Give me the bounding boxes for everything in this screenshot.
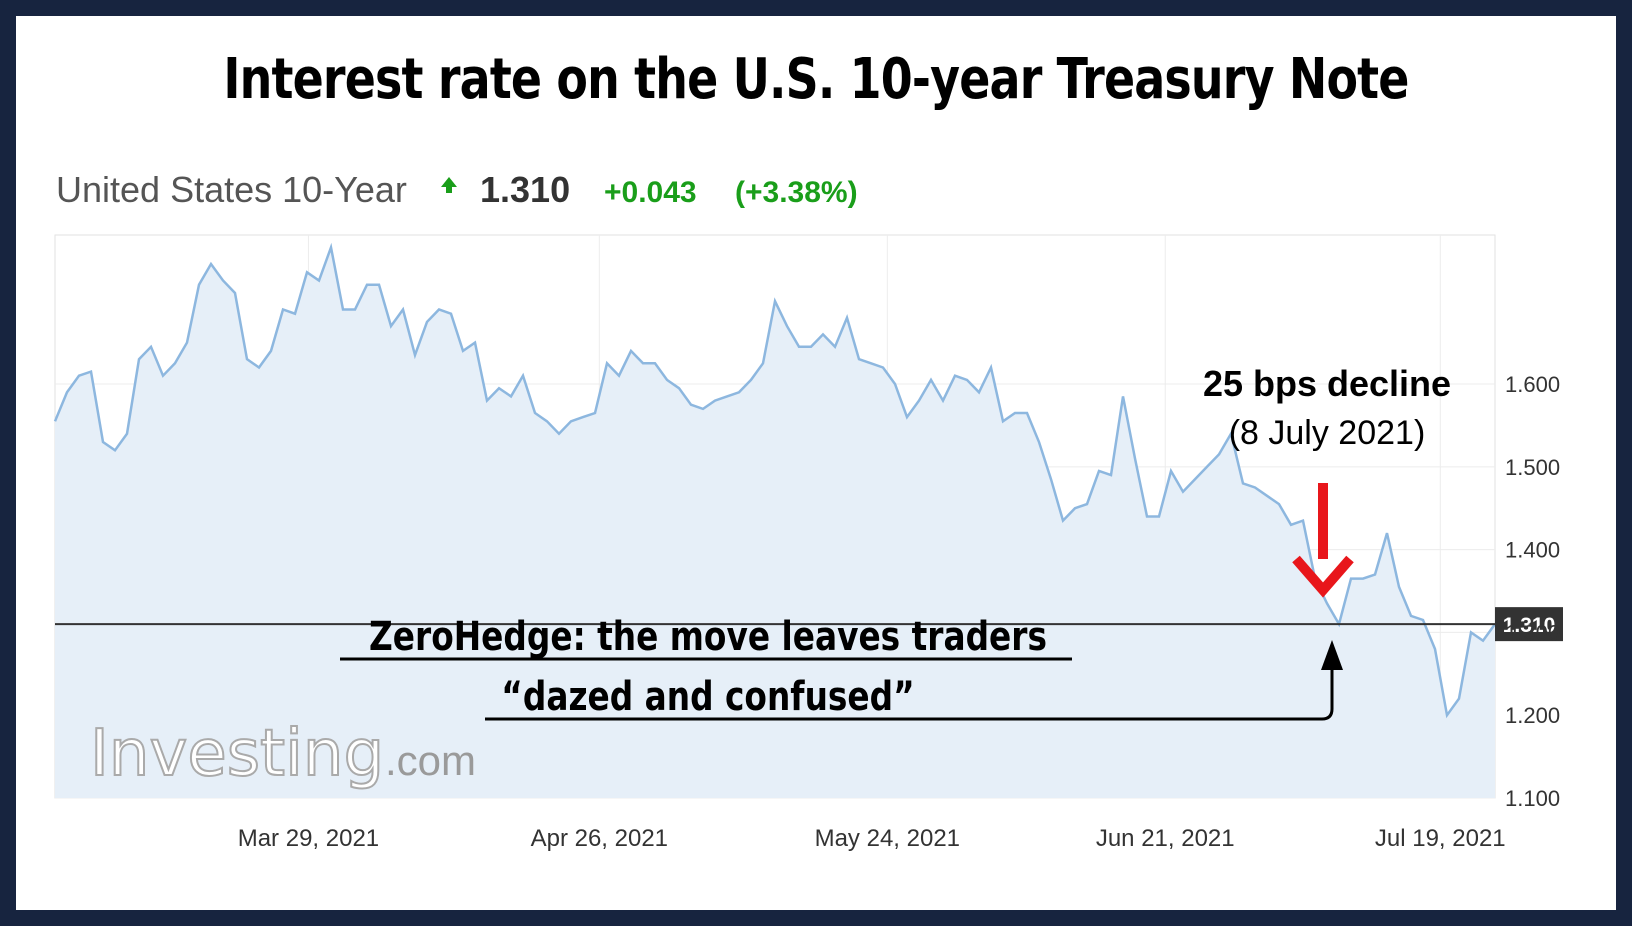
y-tick-label: 1.100 bbox=[1505, 786, 1560, 811]
watermark-brand: Investing bbox=[90, 717, 384, 791]
y-tick-label: 1.300 bbox=[1505, 620, 1560, 645]
y-tick-label: 1.400 bbox=[1505, 538, 1560, 563]
current-value-badge-label: 1.310 bbox=[1503, 614, 1556, 637]
y-tick-label: 1.200 bbox=[1505, 703, 1560, 728]
zerohedge-line1: ZeroHedge: the move leaves traders bbox=[369, 613, 1047, 660]
current-value: 1.310 bbox=[480, 169, 570, 210]
up-arrow-icon bbox=[441, 177, 457, 187]
callout-connector bbox=[928, 668, 1334, 721]
chart-title: Interest rate on the U.S. 10-year Treasu… bbox=[223, 47, 1408, 113]
change-percent: (+3.38%) bbox=[735, 176, 858, 209]
up-arrow-icon-stem bbox=[446, 186, 452, 193]
x-tick-label: May 24, 2021 bbox=[815, 825, 960, 852]
x-tick-label: Jul 19, 2021 bbox=[1375, 825, 1506, 852]
decline-annotation-date: (8 July 2021) bbox=[1229, 414, 1426, 452]
watermark-suffix: .com bbox=[385, 737, 476, 784]
change-value: +0.043 bbox=[604, 176, 697, 209]
zerohedge-line2: “dazed and confused” bbox=[501, 673, 914, 720]
x-tick-label: Jun 21, 2021 bbox=[1096, 825, 1235, 852]
y-tick-label: 1.500 bbox=[1505, 455, 1560, 480]
decline-annotation-title: 25 bps decline bbox=[1203, 363, 1451, 404]
y-tick-label: 1.600 bbox=[1505, 372, 1560, 397]
x-tick-label: Apr 26, 2021 bbox=[531, 825, 668, 852]
x-tick-label: Mar 29, 2021 bbox=[238, 825, 379, 852]
current-value-badge bbox=[1495, 607, 1563, 642]
series-line bbox=[53, 242, 1497, 719]
x-axis: Mar 29, 2021 Apr 26, 2021 May 24, 2021 Jun … bbox=[238, 825, 1506, 852]
y-axis: 1.600 1.500 1.400 1.300 1.200 1.100 bbox=[1505, 372, 1560, 811]
red-down-arrow-icon bbox=[1292, 483, 1354, 598]
instrument-name: United States 10-Year bbox=[56, 169, 407, 210]
watermark: Investing .com bbox=[89, 716, 476, 792]
callout-arrow-icon bbox=[1321, 640, 1343, 670]
